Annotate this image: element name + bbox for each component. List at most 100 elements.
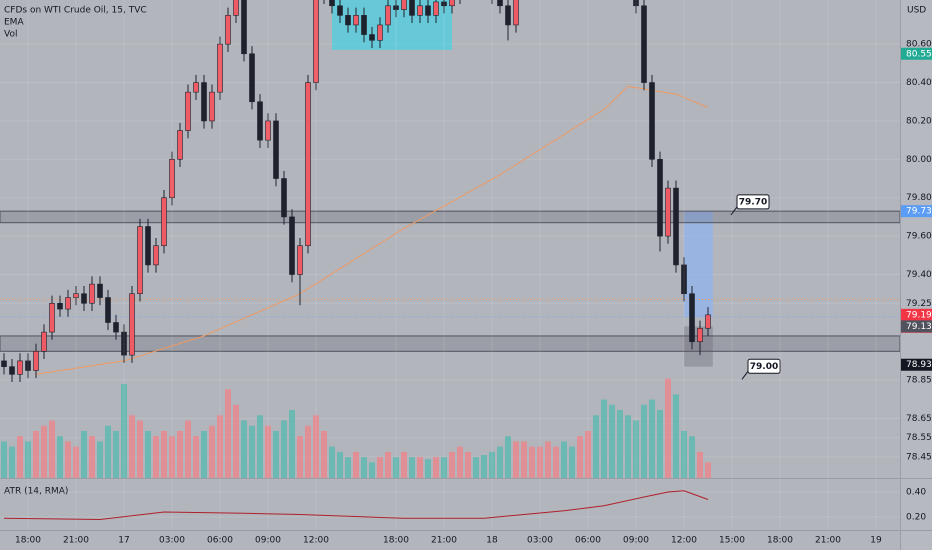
candle-body — [281, 178, 287, 218]
candle-body — [89, 283, 95, 304]
volume-bar — [337, 451, 343, 478]
candle-body — [297, 245, 303, 275]
volume-bar — [689, 436, 695, 478]
candle-body — [65, 297, 71, 310]
candle-body — [401, 0, 407, 10]
volume-bar — [465, 451, 471, 478]
candle-body — [273, 120, 279, 179]
price-badge-label: 79.73 — [906, 207, 932, 217]
y-tick-label: 80.20 — [906, 116, 932, 126]
candle-body — [97, 283, 103, 298]
x-tick-label: 09:00 — [623, 536, 649, 546]
candle-body — [241, 0, 247, 55]
volume-bar — [201, 430, 207, 478]
candle-body — [385, 5, 391, 26]
candle-body — [361, 15, 367, 35]
volume-bar — [609, 404, 615, 478]
candle-body — [9, 366, 15, 375]
candle-body — [137, 226, 143, 295]
y-tick-label: 79.25 — [906, 299, 932, 309]
volume-bar — [49, 420, 55, 478]
price-badge-label: 78.93 — [906, 360, 932, 370]
candle-body — [129, 293, 135, 356]
price-badge-label: 79.13 — [906, 322, 932, 332]
candle-body — [265, 120, 271, 141]
candle-body — [225, 15, 231, 45]
volume-bar — [481, 455, 487, 478]
volume-bar — [57, 436, 63, 478]
candle-body — [369, 34, 375, 41]
price-badge-label: 79.19 — [906, 310, 932, 320]
candle-body — [113, 322, 119, 333]
volume-bar — [73, 446, 79, 478]
volume-bar — [281, 420, 287, 478]
volume-bar — [497, 446, 503, 478]
candle-body — [73, 293, 79, 298]
volume-bar — [513, 441, 519, 478]
volume-bar — [633, 420, 639, 478]
volume-bar — [41, 425, 47, 478]
candle-body — [441, 1, 447, 7]
y-tick-label: 79.60 — [906, 232, 932, 242]
volume-bar — [1, 441, 7, 478]
volume-bar — [641, 404, 647, 478]
sr-zone — [0, 335, 900, 352]
volume-bar — [449, 451, 455, 478]
callout-box — [747, 358, 781, 374]
candle-body — [289, 216, 295, 275]
y-tick-label: 79.80 — [906, 193, 932, 203]
volume-bar — [137, 420, 143, 478]
volume-bar — [585, 430, 591, 478]
volume-bar — [97, 441, 103, 478]
volume-bar — [553, 446, 559, 478]
candle-body — [57, 303, 63, 310]
x-tick-label: 12:00 — [303, 536, 329, 546]
candle-body — [505, 5, 511, 26]
volume-bar — [561, 441, 567, 478]
candle-body — [633, 0, 639, 7]
candle-body — [425, 5, 431, 16]
y-tick-label: 80.60 — [906, 40, 932, 50]
candle-body — [649, 82, 655, 160]
candle-body — [681, 264, 687, 295]
volume-bar — [529, 446, 535, 478]
candle-body — [217, 43, 223, 93]
callout-pointer — [741, 371, 749, 380]
candle-body — [697, 327, 703, 343]
indicator-name: Vol — [4, 30, 17, 40]
candle-body — [105, 297, 111, 323]
volume-bar — [241, 420, 247, 478]
volume-bar — [161, 430, 167, 478]
volume-bar — [457, 446, 463, 478]
volume-bar — [273, 430, 279, 478]
volume-bar — [393, 457, 399, 478]
volume-bar — [297, 436, 303, 478]
price-axis — [900, 0, 932, 550]
volume-bar — [505, 436, 511, 478]
volume-bar — [433, 457, 439, 478]
candle-body — [161, 197, 167, 247]
volume-bar — [417, 457, 423, 478]
volume-bar — [249, 425, 255, 478]
volume-bar — [257, 415, 263, 478]
sr-zone — [0, 210, 900, 224]
callout-label: 79.70 — [739, 197, 767, 207]
drawing-box — [684, 211, 713, 317]
volume-bar — [265, 425, 271, 478]
candle-body — [49, 303, 55, 333]
atr-line — [3, 490, 709, 521]
candle-body — [353, 15, 359, 26]
x-tick-label: 06:00 — [207, 536, 233, 546]
volume-bar — [177, 430, 183, 478]
x-tick-label: 18 — [486, 536, 498, 546]
volume-bar — [361, 457, 367, 478]
candle-body — [193, 82, 199, 93]
volume-bar — [89, 436, 95, 478]
volume-bar — [329, 446, 335, 478]
candle-body — [121, 331, 127, 356]
callout-label: 79.00 — [750, 362, 778, 372]
volume-bar — [17, 436, 23, 478]
candle-body — [41, 331, 47, 352]
volume-bar — [217, 415, 223, 478]
volume-bar — [537, 446, 543, 478]
